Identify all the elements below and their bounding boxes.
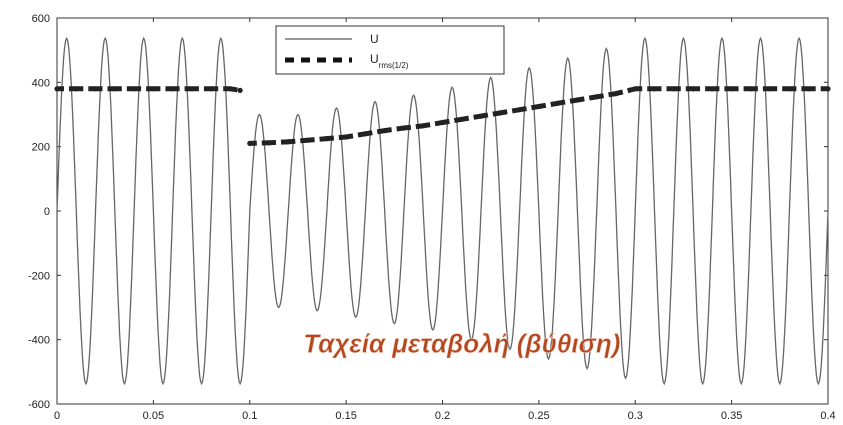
- series-urms-point: [324, 136, 330, 142]
- series-urms-point: [227, 86, 234, 92]
- series-urms-point: [237, 87, 243, 93]
- series-urms-segment: [364, 128, 386, 137]
- series-urms-point: [401, 125, 407, 131]
- x-tick-label: 0.15: [335, 410, 356, 422]
- annotation-label: Ταχεία μεταβολή (βύθιση): [303, 329, 620, 359]
- x-tick-label: 0.05: [143, 410, 164, 422]
- x-tick-label: 0.2: [435, 410, 450, 422]
- series-urms-segment: [403, 123, 424, 131]
- y-tick-label: -200: [28, 270, 50, 282]
- series-urms-point: [594, 94, 600, 100]
- series-urms-segment: [576, 94, 598, 103]
- y-tick-label: 0: [44, 206, 50, 218]
- series-urms-point: [208, 86, 214, 92]
- legend-label-urms-main: U: [370, 52, 379, 66]
- series-urms-point: [632, 86, 638, 92]
- y-axis: 600 400 200 0 -200 -400 -600: [28, 13, 828, 411]
- series-urms-point: [305, 137, 311, 143]
- y-tick-label: 600: [32, 13, 50, 25]
- series-urms-point: [73, 86, 79, 92]
- series-urms-segment: [596, 91, 617, 100]
- x-tick-label: 0.25: [528, 410, 549, 422]
- y-tick-label: -400: [28, 335, 50, 347]
- series-urms-point: [613, 91, 619, 97]
- legend-label-u: U: [370, 32, 379, 46]
- series-urms-point: [517, 107, 523, 113]
- series-urms-point: [825, 86, 831, 92]
- series-urms-point: [478, 113, 484, 119]
- x-tick-label: 0.3: [628, 410, 643, 422]
- series-urms-segment: [307, 136, 328, 143]
- legend-label-urms-subscript: rms(1/2): [379, 61, 409, 70]
- series-u-line: [56, 36, 829, 386]
- series-urms-point: [671, 86, 677, 92]
- series-urms-point: [131, 86, 137, 92]
- series-urms-segment: [615, 86, 636, 97]
- y-tick-label: 400: [32, 77, 50, 89]
- x-tick-label: 0.4: [820, 410, 835, 422]
- series-urms-segment: [499, 107, 521, 116]
- series-urms-point: [555, 100, 561, 106]
- series-urms-segment: [345, 131, 366, 140]
- legend: U Urms(1/2): [275, 25, 505, 75]
- series-urms-segment: [384, 125, 405, 134]
- series-urms-segment: [557, 97, 578, 106]
- series-urms-point: [285, 139, 291, 145]
- series-urms-point: [420, 123, 426, 129]
- legend-box: [275, 25, 505, 75]
- series-urms-segment: [461, 113, 482, 122]
- x-tick-label: 0: [54, 410, 60, 422]
- series-urms-point: [690, 86, 696, 92]
- y-tick-label: -600: [28, 399, 50, 411]
- series-urms-point: [247, 140, 253, 146]
- series-urms-point: [189, 86, 195, 92]
- series-urms-segment: [422, 120, 443, 129]
- series-urms-point: [806, 86, 812, 92]
- series-urms-point: [574, 97, 581, 103]
- series-urms-segment: [538, 100, 559, 109]
- series-urms-point: [748, 86, 754, 92]
- x-axis: 0 0.05 0.1 0.15 0.2 0.25 0.3 0.35 0.4: [54, 18, 836, 422]
- series-urms-point: [651, 86, 658, 92]
- x-tick-label: 0.1: [242, 410, 257, 422]
- series-urms-point: [767, 86, 773, 92]
- legend-label-urms: Urms(1/2): [370, 52, 409, 70]
- series-urms-segment: [326, 134, 347, 142]
- series-urms-point: [709, 86, 716, 92]
- series-urms-point: [112, 86, 118, 92]
- series-urms-segment: [519, 104, 540, 113]
- series-urms-point: [536, 103, 542, 110]
- series-urms-point: [459, 116, 465, 122]
- series-urms-point: [150, 86, 156, 92]
- series-urms-point: [497, 110, 503, 116]
- series-urms-point: [382, 128, 388, 134]
- series-urms-segment: [442, 116, 463, 125]
- series-urms-segment: [268, 139, 289, 146]
- series-urms-point: [92, 86, 99, 92]
- series-urms-point: [266, 140, 272, 146]
- x-tick-label: 0.35: [721, 410, 742, 422]
- series-urms-point: [786, 86, 793, 92]
- series-urms-segment: [249, 140, 270, 146]
- y-tick-label: 200: [32, 142, 50, 154]
- series-urms-segment: [288, 137, 308, 145]
- series-urms-point: [729, 86, 735, 92]
- series-urms-point: [54, 86, 60, 92]
- series-layer: [54, 36, 831, 386]
- series-urms-segment: [480, 110, 501, 119]
- series-urms-point: [439, 119, 446, 126]
- series-urms-point: [362, 131, 368, 137]
- series-urms-point: [343, 134, 349, 140]
- series-urms-point: [170, 86, 176, 92]
